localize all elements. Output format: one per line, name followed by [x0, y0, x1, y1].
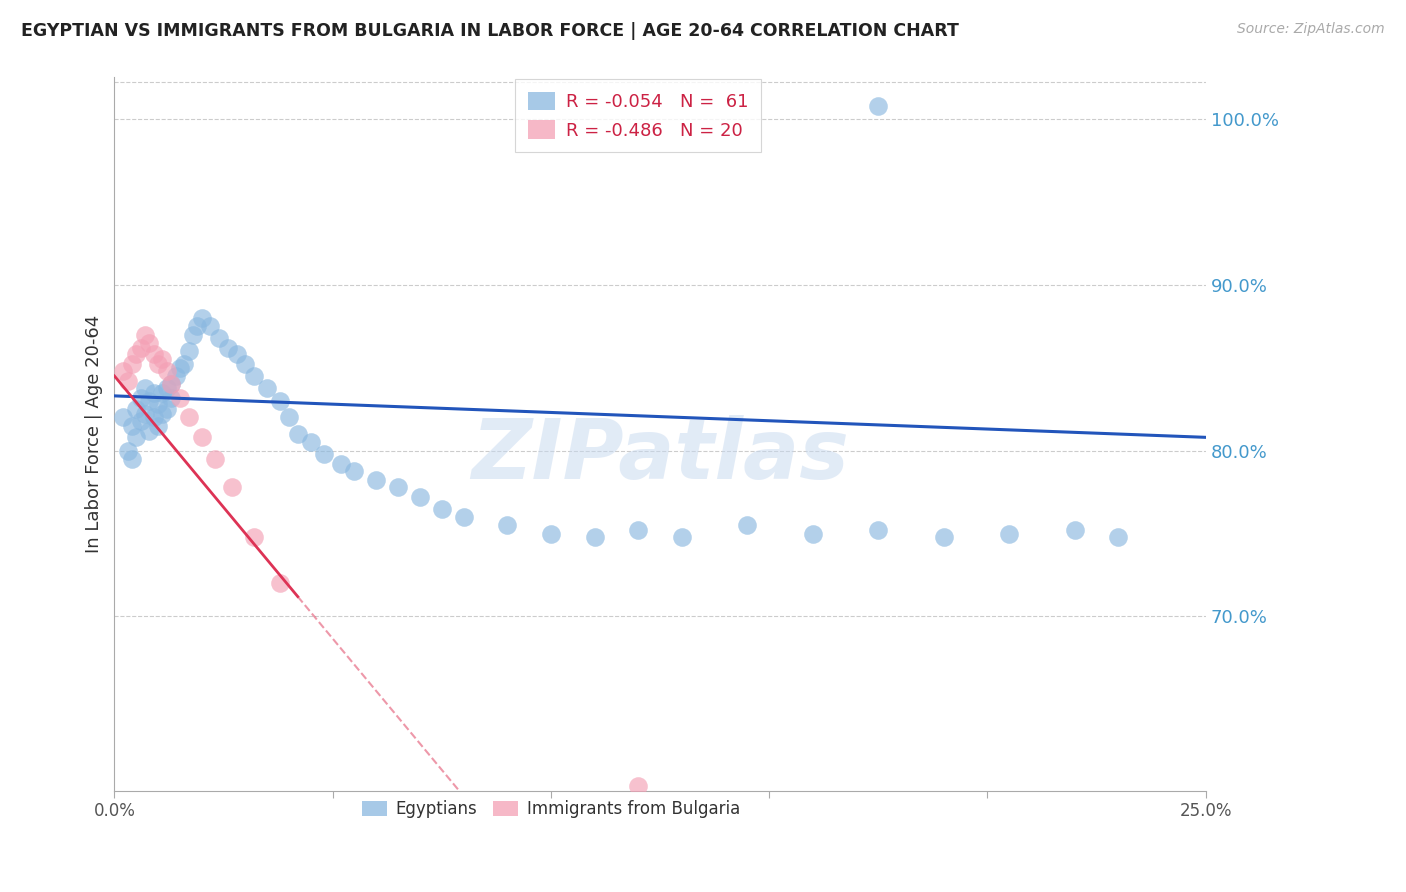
- Point: [138, 335, 160, 350]
- Point: [312, 447, 335, 461]
- Point: [142, 385, 165, 400]
- Point: [112, 410, 135, 425]
- Point: [366, 474, 388, 488]
- Point: [190, 310, 212, 325]
- Text: Source: ZipAtlas.com: Source: ZipAtlas.com: [1237, 22, 1385, 37]
- Point: [200, 319, 222, 334]
- Point: [204, 451, 226, 466]
- Point: [409, 490, 432, 504]
- Point: [181, 327, 204, 342]
- Point: [117, 443, 139, 458]
- Point: [583, 530, 606, 544]
- Point: [243, 530, 266, 544]
- Point: [208, 331, 231, 345]
- Point: [256, 381, 278, 395]
- Point: [868, 98, 890, 112]
- Point: [998, 526, 1021, 541]
- Point: [330, 457, 353, 471]
- Point: [671, 530, 693, 544]
- Point: [129, 391, 152, 405]
- Point: [142, 347, 165, 361]
- Point: [627, 523, 650, 537]
- Point: [165, 368, 187, 383]
- Point: [152, 385, 174, 400]
- Point: [160, 377, 183, 392]
- Point: [146, 397, 169, 411]
- Point: [156, 364, 179, 378]
- Point: [225, 347, 247, 361]
- Point: [190, 430, 212, 444]
- Point: [138, 393, 160, 408]
- Point: [269, 576, 291, 591]
- Point: [125, 402, 148, 417]
- Point: [278, 410, 301, 425]
- Point: [343, 463, 366, 477]
- Point: [868, 523, 890, 537]
- Point: [121, 357, 143, 371]
- Point: [146, 418, 169, 433]
- Point: [177, 344, 200, 359]
- Point: [627, 779, 650, 793]
- Point: [177, 410, 200, 425]
- Point: [186, 319, 208, 334]
- Point: [173, 357, 195, 371]
- Point: [156, 381, 179, 395]
- Point: [152, 352, 174, 367]
- Y-axis label: In Labor Force | Age 20-64: In Labor Force | Age 20-64: [86, 315, 103, 553]
- Point: [235, 357, 257, 371]
- Point: [1063, 523, 1085, 537]
- Point: [129, 414, 152, 428]
- Point: [737, 518, 759, 533]
- Point: [134, 407, 156, 421]
- Text: EGYPTIAN VS IMMIGRANTS FROM BULGARIA IN LABOR FORCE | AGE 20-64 CORRELATION CHAR: EGYPTIAN VS IMMIGRANTS FROM BULGARIA IN …: [21, 22, 959, 40]
- Point: [160, 391, 183, 405]
- Text: ZIPatlas: ZIPatlas: [471, 415, 849, 496]
- Point: [138, 424, 160, 438]
- Point: [152, 407, 174, 421]
- Point: [160, 377, 183, 392]
- Point: [801, 526, 824, 541]
- Point: [169, 391, 191, 405]
- Point: [540, 526, 562, 541]
- Point: [221, 480, 243, 494]
- Point: [1107, 530, 1129, 544]
- Point: [125, 430, 148, 444]
- Point: [134, 327, 156, 342]
- Point: [269, 393, 291, 408]
- Point: [243, 368, 266, 383]
- Point: [121, 418, 143, 433]
- Point: [496, 518, 519, 533]
- Point: [217, 341, 239, 355]
- Point: [299, 435, 322, 450]
- Point: [453, 510, 475, 524]
- Point: [117, 374, 139, 388]
- Point: [142, 410, 165, 425]
- Point: [932, 530, 955, 544]
- Point: [387, 480, 409, 494]
- Point: [121, 451, 143, 466]
- Point: [430, 501, 453, 516]
- Point: [129, 341, 152, 355]
- Point: [169, 360, 191, 375]
- Point: [287, 427, 309, 442]
- Point: [156, 402, 179, 417]
- Point: [134, 381, 156, 395]
- Point: [112, 364, 135, 378]
- Point: [146, 357, 169, 371]
- Point: [125, 347, 148, 361]
- Legend: Egyptians, Immigrants from Bulgaria: Egyptians, Immigrants from Bulgaria: [356, 794, 747, 825]
